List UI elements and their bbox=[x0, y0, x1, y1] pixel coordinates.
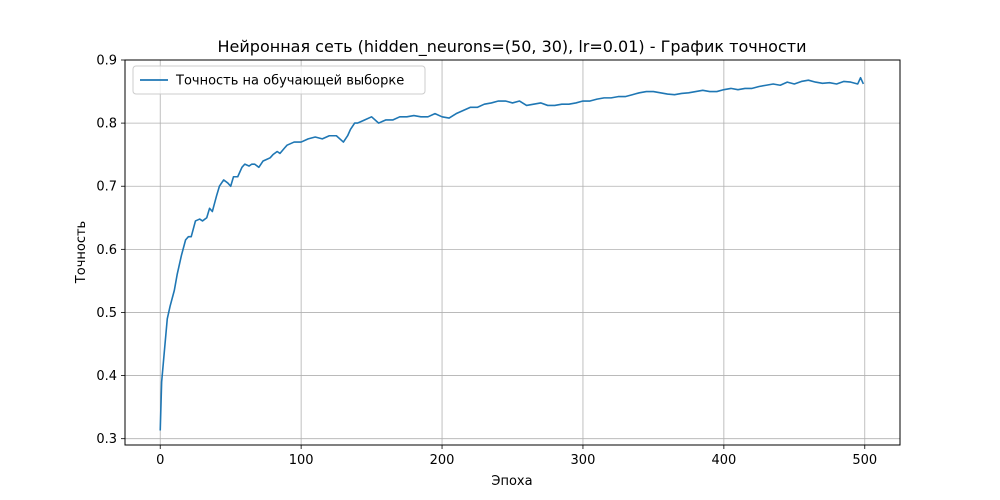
y-tick-label: 0.9 bbox=[96, 54, 117, 69]
y-tick-label: 0.8 bbox=[96, 117, 117, 132]
plot-frame bbox=[124, 59, 901, 446]
x-tick-label: 500 bbox=[852, 453, 877, 468]
y-tick-label: 0.6 bbox=[96, 243, 117, 258]
tick-layer: 0 100 200 300 400 500 0.3 0.4 0.5 0.6 0.7 0.8 0.9 bbox=[96, 54, 877, 469]
legend-entry-label: Точность на обучающей выборке bbox=[175, 74, 404, 89]
x-tick-label: 400 bbox=[711, 453, 736, 468]
y-axis-label: Точность bbox=[74, 221, 89, 284]
line-layer bbox=[159, 76, 865, 431]
chart-title: Нейронная сеть (hidden_neurons=(50, 30),… bbox=[218, 37, 807, 57]
legend-box bbox=[132, 65, 426, 95]
x-axis-label: Эпоха bbox=[491, 474, 532, 489]
y-tick-label: 0.3 bbox=[96, 432, 117, 447]
series-line-0 bbox=[159, 76, 865, 431]
legend: Точность на обучающей выборке bbox=[132, 65, 426, 95]
x-tick-label: 200 bbox=[430, 453, 455, 468]
y-tick-label: 0.7 bbox=[96, 180, 117, 195]
x-tick-label: 100 bbox=[289, 453, 314, 468]
x-tick-label: 0 bbox=[156, 453, 164, 468]
x-tick-label: 300 bbox=[571, 453, 596, 468]
y-tick-label: 0.5 bbox=[96, 306, 117, 321]
grid-layer bbox=[125, 59, 900, 445]
y-tick-label: 0.4 bbox=[96, 369, 117, 384]
